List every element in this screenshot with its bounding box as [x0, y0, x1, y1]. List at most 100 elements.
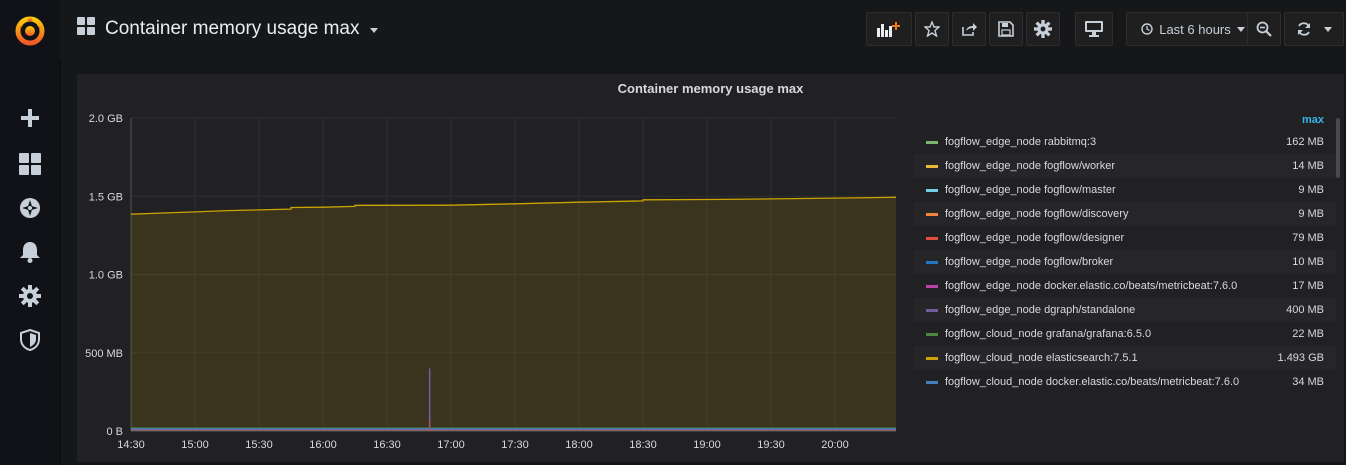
legend: max fogflow_edge_node rabbitmq:3 162 MB fo…: [914, 114, 1336, 394]
shield-icon[interactable]: [18, 328, 42, 352]
legend-item[interactable]: fogflow_edge_node fogflow/broker 10 MB: [914, 250, 1336, 274]
legend-max-value: 400 MB: [1286, 304, 1324, 316]
star-icon: [924, 21, 940, 37]
add-panel-button[interactable]: [866, 12, 912, 46]
dashboard-navbar: Container memory usage max Last 6 hours: [60, 0, 1346, 60]
legend-color-swatch[interactable]: [926, 260, 938, 264]
legend-series-name: fogflow_edge_node fogflow/discovery: [945, 208, 1129, 220]
legend-color-swatch[interactable]: [926, 236, 938, 240]
x-tick-label: 17:30: [501, 439, 529, 451]
add-panel-icon: [877, 22, 900, 37]
legend-max-value: 17 MB: [1292, 280, 1324, 292]
legend-series-name: fogflow_edge_node rabbitmq:3: [945, 136, 1097, 148]
settings-button[interactable]: [1026, 12, 1060, 46]
legend-series-name: fogflow_edge_node fogflow/designer: [945, 232, 1125, 244]
dashboards-icon[interactable]: [18, 152, 42, 176]
sidebar: [0, 0, 61, 465]
legend-series-name: fogflow_cloud_node docker.elastic.co/bea…: [945, 376, 1240, 388]
x-tick-label: 19:30: [757, 439, 785, 451]
grafana-logo-icon[interactable]: [12, 12, 48, 48]
x-tick-label: 17:00: [437, 439, 465, 451]
y-tick-label: 1.5 GB: [89, 191, 123, 203]
y-tick-label: 2.0 GB: [89, 113, 123, 125]
legend-item[interactable]: fogflow_edge_node fogflow/worker 14 MB: [914, 154, 1336, 178]
legend-color-swatch[interactable]: [926, 308, 938, 312]
graph-canvas[interactable]: 0 B 500 MB 1.0 GB 1.5 GB 2.0 GB 14:30 15:00 15:…: [77, 74, 907, 462]
legend-max-value: 1.493 GB: [1277, 352, 1324, 364]
legend-color-swatch[interactable]: [926, 380, 938, 384]
legend-color-swatch[interactable]: [926, 164, 938, 168]
legend-max-value: 79 MB: [1292, 232, 1324, 244]
legend-color-swatch[interactable]: [926, 356, 938, 360]
share-icon: [962, 23, 977, 36]
legend-series-name: fogflow_edge_node docker.elastic.co/beat…: [945, 280, 1238, 292]
legend-series-name: fogflow_edge_node fogflow/broker: [945, 256, 1114, 268]
legend-series-name: fogflow_edge_node fogflow/master: [945, 184, 1116, 196]
graph-panel: Container memory usage max 0 B 500 MB 1.0 …: [77, 74, 1344, 462]
legend-item[interactable]: fogflow_edge_node fogflow/discovery 9 MB: [914, 202, 1336, 226]
legend-color-swatch[interactable]: [926, 140, 938, 144]
zoom-out-button[interactable]: [1247, 12, 1281, 46]
legend-item[interactable]: fogflow_cloud_node elasticsearch:7.5.1 1.…: [914, 346, 1336, 370]
legend-series-name: fogflow_edge_node dgraph/standalone: [945, 304, 1136, 316]
legend-max-header[interactable]: max: [1301, 114, 1324, 126]
x-tick-label: 20:00: [821, 439, 849, 451]
save-icon: [998, 21, 1014, 37]
legend-color-swatch[interactable]: [926, 284, 938, 288]
y-tick-label: 0 B: [106, 426, 123, 438]
series-line-elasticsearch: [130, 196, 897, 215]
legend-series-name: fogflow_cloud_node elasticsearch:7.5.1: [945, 352, 1138, 364]
x-tick-label: 18:30: [629, 439, 657, 451]
y-tick-label: 1.0 GB: [89, 270, 123, 282]
legend-item[interactable]: fogflow_edge_node fogflow/master 9 MB: [914, 178, 1336, 202]
legend-color-swatch[interactable]: [926, 332, 938, 336]
save-button[interactable]: [989, 12, 1023, 46]
series-area-elasticsearch: [131, 197, 896, 431]
alerting-bell-icon[interactable]: [18, 240, 42, 264]
legend-max-value: 14 MB: [1292, 160, 1324, 172]
share-button[interactable]: [952, 12, 986, 46]
legend-color-swatch[interactable]: [926, 188, 938, 192]
x-tick-label: 19:00: [693, 439, 721, 451]
star-button[interactable]: [915, 12, 949, 46]
refresh-button[interactable]: [1284, 12, 1344, 46]
legend-series-name: fogflow_edge_node fogflow/worker: [945, 160, 1116, 172]
legend-item[interactable]: fogflow_edge_node rabbitmq:3 162 MB: [914, 130, 1336, 154]
caret-down-icon: [1324, 26, 1332, 32]
monitor-icon: [1085, 21, 1103, 37]
legend-series-name: fogflow_cloud_node grafana/grafana:6.5.0: [945, 328, 1152, 340]
time-range-label: Last 6 hours: [1159, 21, 1231, 37]
legend-color-swatch[interactable]: [926, 212, 938, 216]
caret-down-icon: [369, 20, 378, 38]
dashboard-grid-icon: [77, 17, 95, 40]
tv-mode-button[interactable]: [1075, 12, 1113, 46]
x-tick-label: 18:00: [565, 439, 593, 451]
time-range-picker[interactable]: Last 6 hours: [1126, 12, 1260, 46]
legend-item[interactable]: fogflow_edge_node fogflow/designer 79 MB: [914, 226, 1336, 250]
legend-max-value: 10 MB: [1292, 256, 1324, 268]
caret-down-icon: [1236, 26, 1245, 32]
clock-icon: [1141, 23, 1153, 35]
explore-compass-icon[interactable]: [18, 196, 42, 220]
legend-item[interactable]: fogflow_cloud_node docker.elastic.co/bea…: [914, 370, 1336, 394]
legend-item[interactable]: fogflow_edge_node dgraph/standalone 400 M…: [914, 298, 1336, 322]
legend-item[interactable]: fogflow_cloud_node grafana/grafana:6.5.0…: [914, 322, 1336, 346]
legend-max-value: 9 MB: [1298, 184, 1324, 196]
x-tick-label: 15:00: [181, 439, 209, 451]
dashboard-title-picker[interactable]: Container memory usage max: [77, 17, 378, 40]
refresh-icon: [1298, 22, 1310, 36]
legend-item[interactable]: fogflow_edge_node docker.elastic.co/beat…: [914, 274, 1336, 298]
zoom-out-icon: [1256, 21, 1272, 37]
configuration-gear-icon[interactable]: [18, 284, 42, 308]
legend-max-value: 34 MB: [1292, 376, 1324, 388]
x-tick-label: 15:30: [245, 439, 273, 451]
legend-max-value: 22 MB: [1292, 328, 1324, 340]
gear-icon: [1034, 20, 1052, 38]
y-tick-label: 500 MB: [85, 348, 123, 360]
legend-max-value: 9 MB: [1298, 208, 1324, 220]
x-tick-label: 16:00: [309, 439, 337, 451]
plus-icon[interactable]: [18, 106, 42, 130]
x-tick-label: 16:30: [373, 439, 401, 451]
legend-scrollbar[interactable]: [1336, 118, 1340, 178]
panel-title[interactable]: Container memory usage max: [617, 81, 804, 96]
